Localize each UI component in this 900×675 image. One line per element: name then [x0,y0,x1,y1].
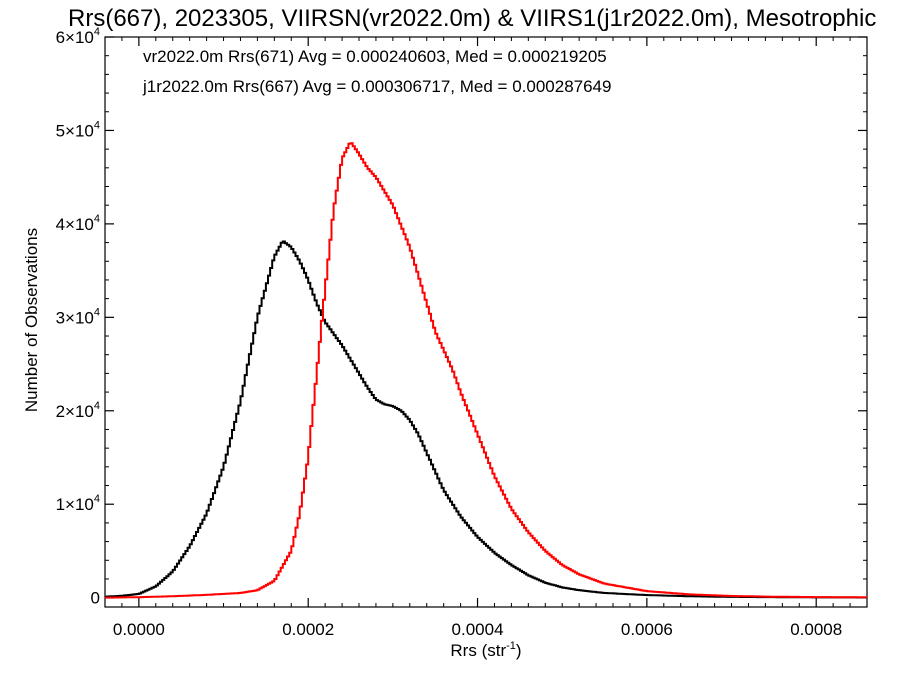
y-axis-ticks: 0 1×104 2×104 3×104 4×104 5×104 6×104 [56,26,867,608]
x-axis-ticks: 0.0000 0.0002 0.0004 0.0006 0.0008 [104,37,868,639]
y-tick-label: 6×104 [56,26,100,47]
y-tick-label: 3×104 [56,306,100,327]
series-layer [105,142,867,599]
legend-entry-1: j1r2022.0m Rrs(667) Avg = 0.000306717, M… [142,77,611,96]
chart-title: Rrs(667), 2023305, VIIRSN(vr2022.0m) & V… [68,5,876,32]
y-tick-label: 0 [91,589,100,608]
y-axis-label: Number of Observations [22,228,41,412]
series-line-1 [105,142,867,599]
y-tick-label: 2×104 [56,400,100,421]
x-tick-label: 0.0000 [113,620,165,639]
x-tick-label: 0.0008 [790,620,842,639]
legend-entry-0: vr2022.0m Rrs(671) Avg = 0.000240603, Me… [143,47,607,66]
x-tick-label: 0.0006 [621,620,673,639]
x-axis-label: Rrs (str-1) [450,640,521,660]
y-tick-label: 1×104 [56,493,100,514]
y-tick-label: 5×104 [56,119,100,140]
plot-frame [104,36,868,608]
series-line-0 [105,240,867,599]
y-tick-label: 4×104 [56,213,100,234]
x-tick-label: 0.0002 [282,620,334,639]
x-tick-label: 0.0004 [452,620,504,639]
